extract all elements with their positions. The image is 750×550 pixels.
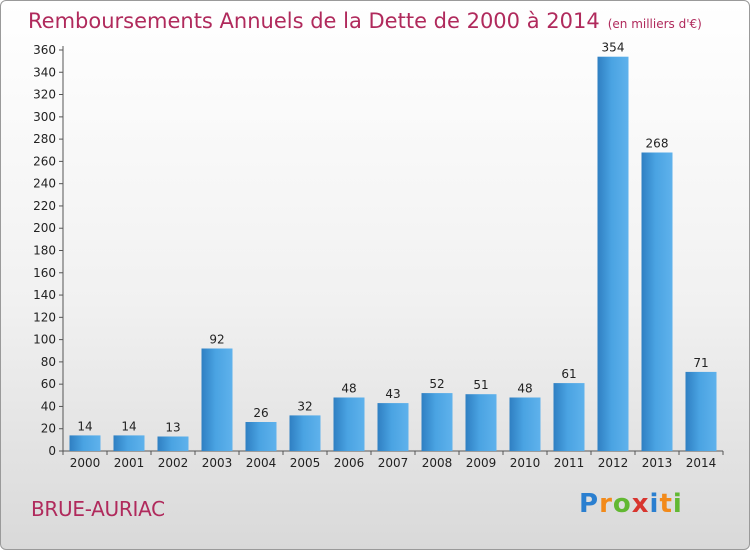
- data-label-2002: 13: [165, 421, 180, 435]
- logo-letter: i: [649, 489, 660, 519]
- data-label-2005: 32: [297, 399, 312, 413]
- x-tick-label-2002: 2002: [158, 456, 189, 470]
- data-label-2011: 61: [561, 367, 576, 381]
- data-label-2004: 26: [253, 406, 268, 420]
- y-tick-label: 280: [33, 132, 56, 146]
- x-tick-label-2000: 2000: [70, 456, 101, 470]
- logo-letter: r: [599, 489, 613, 519]
- data-label-2001: 14: [121, 419, 136, 433]
- y-tick-label: 220: [33, 199, 56, 213]
- y-tick-label: 140: [33, 288, 56, 302]
- data-label-2008: 52: [429, 377, 444, 391]
- y-tick-label: 0: [48, 444, 56, 458]
- x-tick-label-2007: 2007: [378, 456, 409, 470]
- chart-title-text: Remboursements Annuels de la Dette de 20…: [28, 9, 600, 33]
- chart-labels: 14 2000 14 2001 13 2002 92 2003 26 2004 32 2005 48 20…: [70, 41, 717, 470]
- x-tick-label-2008: 2008: [422, 456, 453, 470]
- data-label-2010: 48: [517, 382, 532, 396]
- y-tick-label: 80: [41, 355, 56, 369]
- x-tick-label-2001: 2001: [114, 456, 145, 470]
- bar-2012: [597, 56, 629, 451]
- x-tick-label-2011: 2011: [554, 456, 585, 470]
- x-tick-label-2004: 2004: [246, 456, 277, 470]
- x-tick-label-2014: 2014: [686, 456, 717, 470]
- y-tick-label: 160: [33, 266, 56, 280]
- y-tick-label: 200: [33, 221, 56, 235]
- y-tick-label: 320: [33, 88, 56, 102]
- bar-2004: [245, 422, 277, 451]
- bar-2014: [685, 371, 717, 451]
- bar-2013: [641, 152, 673, 451]
- logo-letter: o: [612, 489, 632, 519]
- chart-title: Remboursements Annuels de la Dette de 20…: [28, 9, 702, 33]
- data-label-2012: 354: [602, 41, 625, 55]
- x-tick-label-2005: 2005: [290, 456, 321, 470]
- data-label-2006: 48: [341, 382, 356, 396]
- bar-2006: [333, 397, 365, 451]
- data-label-2013: 268: [646, 137, 669, 151]
- y-tick-label: 120: [33, 310, 56, 324]
- bar-2009: [465, 394, 497, 451]
- logo-letter: t: [659, 489, 673, 519]
- y-tick-label: 260: [33, 154, 56, 168]
- y-tick-label: 100: [33, 333, 56, 347]
- data-label-2009: 51: [473, 378, 488, 392]
- data-label-2014: 71: [693, 356, 708, 370]
- bar-2005: [289, 415, 321, 451]
- bar-2000: [69, 435, 101, 451]
- x-tick-label-2012: 2012: [598, 456, 629, 470]
- y-tick-label: 20: [41, 422, 56, 436]
- chart-bars: [69, 56, 717, 451]
- x-tick-label-2003: 2003: [202, 456, 233, 470]
- bar-2008: [421, 393, 453, 451]
- x-tick-label-2010: 2010: [510, 456, 541, 470]
- y-tick-label: 60: [41, 377, 56, 391]
- data-label-2003: 92: [209, 333, 224, 347]
- y-tick-label: 180: [33, 244, 56, 258]
- y-tick-label: 240: [33, 177, 56, 191]
- bar-2003: [201, 348, 233, 451]
- logo-letter: x: [631, 489, 650, 519]
- bar-2007: [377, 403, 409, 451]
- x-tick-label-2009: 2009: [466, 456, 497, 470]
- chart-subtitle: (en milliers d'€): [607, 17, 702, 31]
- chart-axes: 0 20 40 60 80 100 120 140 160 180 200 220 240 260 280 3…: [33, 43, 724, 458]
- bar-2001: [113, 435, 145, 451]
- location-label: BRUE-AURIAC: [31, 497, 165, 521]
- bar-2002: [157, 436, 189, 451]
- data-label-2007: 43: [385, 387, 400, 401]
- bar-2010: [509, 397, 541, 451]
- y-tick-label: 340: [33, 65, 56, 79]
- x-tick-label-2006: 2006: [334, 456, 365, 470]
- y-tick-label: 40: [41, 399, 56, 413]
- x-tick-label-2013: 2013: [642, 456, 673, 470]
- data-label-2000: 14: [77, 419, 92, 433]
- proxiti-logo: Proxiti: [579, 489, 683, 519]
- y-tick-label: 300: [33, 110, 56, 124]
- bar-2011: [553, 383, 585, 451]
- logo-letter: P: [579, 489, 600, 519]
- y-tick-label: 360: [33, 43, 56, 57]
- logo-letter: i: [672, 489, 683, 519]
